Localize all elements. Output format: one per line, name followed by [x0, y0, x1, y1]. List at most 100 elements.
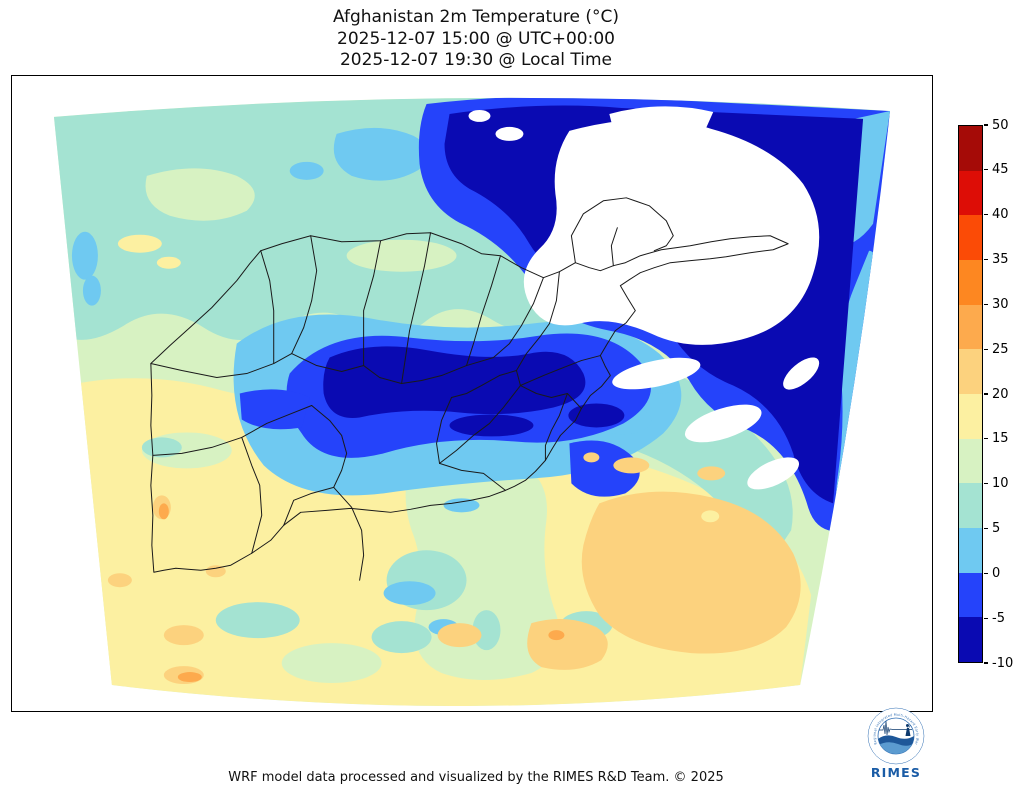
province-boundary-line: [466, 277, 544, 367]
temperature-contour-region: [747, 457, 800, 490]
temperature-contour-region: [156, 256, 181, 269]
colorbar: [958, 125, 983, 663]
temperature-contour-region: [612, 357, 701, 390]
province-boundary-line: [570, 197, 674, 264]
temperature-contour-region: [613, 457, 650, 474]
colorbar-segment-20-to-25: [959, 349, 982, 395]
title-line-2: 2025-12-07 15:00 @ UTC+00:00: [337, 28, 615, 49]
temperature-contour-region: [583, 452, 600, 463]
temperature-contour-region: [609, 106, 714, 130]
temperature-contour-region: [437, 623, 482, 648]
province-boundary-line: [519, 385, 582, 409]
temperature-contour-region: [371, 621, 432, 654]
temperature-contour-region: [495, 126, 524, 141]
temperature-contour-region: [163, 625, 204, 646]
colorbar-segment-15-to-20: [959, 394, 982, 439]
province-boundary-line: [439, 462, 506, 491]
colorbar-tick-mark: [984, 303, 988, 305]
colorbar-segment-30-to-35: [959, 260, 982, 305]
temperature-map: [53, 97, 891, 707]
province-boundary-line: [466, 255, 501, 367]
colorbar-segment-0-to-5: [959, 528, 982, 573]
province-boundary-line: [333, 486, 365, 581]
colorbar-segment--5-to-0: [959, 572, 982, 618]
colorbar-tick-mark: [984, 348, 988, 350]
temperature-contour-region: [548, 630, 565, 641]
colorbar-tick-label--5: -5: [992, 610, 1005, 626]
temperature-contour-region: [117, 234, 162, 253]
province-boundary-line: [283, 486, 335, 526]
temperature-contour-region: [215, 602, 300, 639]
colorbar-tick-label-10: 10: [992, 476, 1009, 492]
temperature-contour-region: [468, 109, 491, 122]
province-boundary-line: [150, 353, 293, 379]
colorbar-tick-mark: [984, 214, 988, 216]
temperature-contour-region: [145, 168, 255, 221]
province-boundary-line: [436, 396, 453, 464]
colorbar-tick-mark: [984, 438, 988, 440]
province-boundary-line: [311, 404, 348, 488]
colorbar-tick-mark: [984, 169, 988, 171]
province-boundary-line: [401, 232, 432, 385]
temperature-contour-region: [346, 239, 457, 272]
colorbar-ticks: 50 45 40 35 30 25 20 15 10 5 0 -5 -10: [984, 118, 1026, 671]
colorbar-segment-5-to-10: [959, 483, 982, 529]
colorbar-tick-mark: [984, 258, 988, 261]
temperature-contour-region: [653, 264, 697, 283]
temperature-contour-region: [449, 414, 534, 437]
colorbar-tick-label-40: 40: [992, 207, 1009, 223]
colorbar-segment-35-to-40: [959, 215, 982, 261]
colorbar-tick-mark: [984, 572, 988, 574]
chart-title: Afghanistan 2m Temperature (°C) 2025-12-…: [0, 7, 952, 72]
colorbar-tick-label-0: 0: [992, 565, 1001, 581]
temperature-contour-region: [239, 389, 310, 430]
province-boundary-line: [241, 436, 263, 554]
province-boundary-line: [544, 393, 568, 461]
province-boundary-line: [291, 353, 365, 373]
colorbar-segment-25-to-30: [959, 304, 982, 350]
colorbar-tick-mark: [984, 124, 988, 126]
province-boundary-line: [519, 355, 601, 387]
temperature-contour-region: [568, 403, 625, 428]
province-boundaries: [150, 197, 789, 581]
map-frame: Regional Integrated Multi-Hazard Early W…: [11, 75, 933, 780]
province-boundary-line: [291, 235, 318, 355]
province-boundary-line: [401, 365, 468, 385]
temperature-contour-region: [82, 275, 101, 306]
province-boundary-line: [610, 227, 618, 267]
temperature-field: [53, 97, 891, 707]
colorbar-tick-label-25: 25: [992, 341, 1009, 357]
logo-wordmark: RIMES: [871, 765, 921, 780]
colorbar-tick-label-20: 20: [992, 386, 1009, 402]
colorbar-tick-label-50: 50: [992, 117, 1009, 133]
temperature-contour-region: [71, 231, 98, 280]
temperature-contour-region: [472, 610, 501, 651]
temperature-contour-region: [783, 357, 820, 390]
colorbar-tick-mark: [984, 617, 988, 619]
province-boundary-line: [363, 240, 382, 367]
temperature-contour-region: [830, 495, 864, 641]
temperature-contour-region: [205, 565, 226, 578]
colorbar-segment-45-to-50: [959, 126, 982, 171]
temperature-contour-region: [289, 161, 324, 180]
colorbar-segment-40-to-45: [959, 170, 982, 216]
logo-emblem-art: [878, 719, 914, 754]
temperature-contour-region: [177, 672, 202, 683]
rimes-logo: Regional Integrated Multi-Hazard Early W…: [865, 705, 925, 780]
temperature-contour-region: [281, 643, 382, 684]
temperature-contour-region: [697, 466, 726, 481]
colorbar-tick-mark: [984, 527, 988, 530]
colorbar-tick-label-35: 35: [992, 252, 1009, 267]
colorbar-tick-mark: [984, 662, 988, 664]
temperature-contour-region: [684, 404, 762, 443]
province-boundary-line: [439, 385, 521, 464]
colorbar-tick-label-30: 30: [992, 296, 1009, 312]
temperature-contour-region: [531, 378, 582, 403]
temperature-contour-region: [581, 491, 801, 654]
footer-credit: WRF model data processed and visualized …: [228, 770, 724, 785]
temperature-contour-region: [107, 573, 132, 588]
province-boundary-line: [451, 370, 517, 398]
province-boundary-line: [260, 250, 275, 365]
title-line-3: 2025-12-07 19:30 @ Local Time: [339, 50, 613, 70]
